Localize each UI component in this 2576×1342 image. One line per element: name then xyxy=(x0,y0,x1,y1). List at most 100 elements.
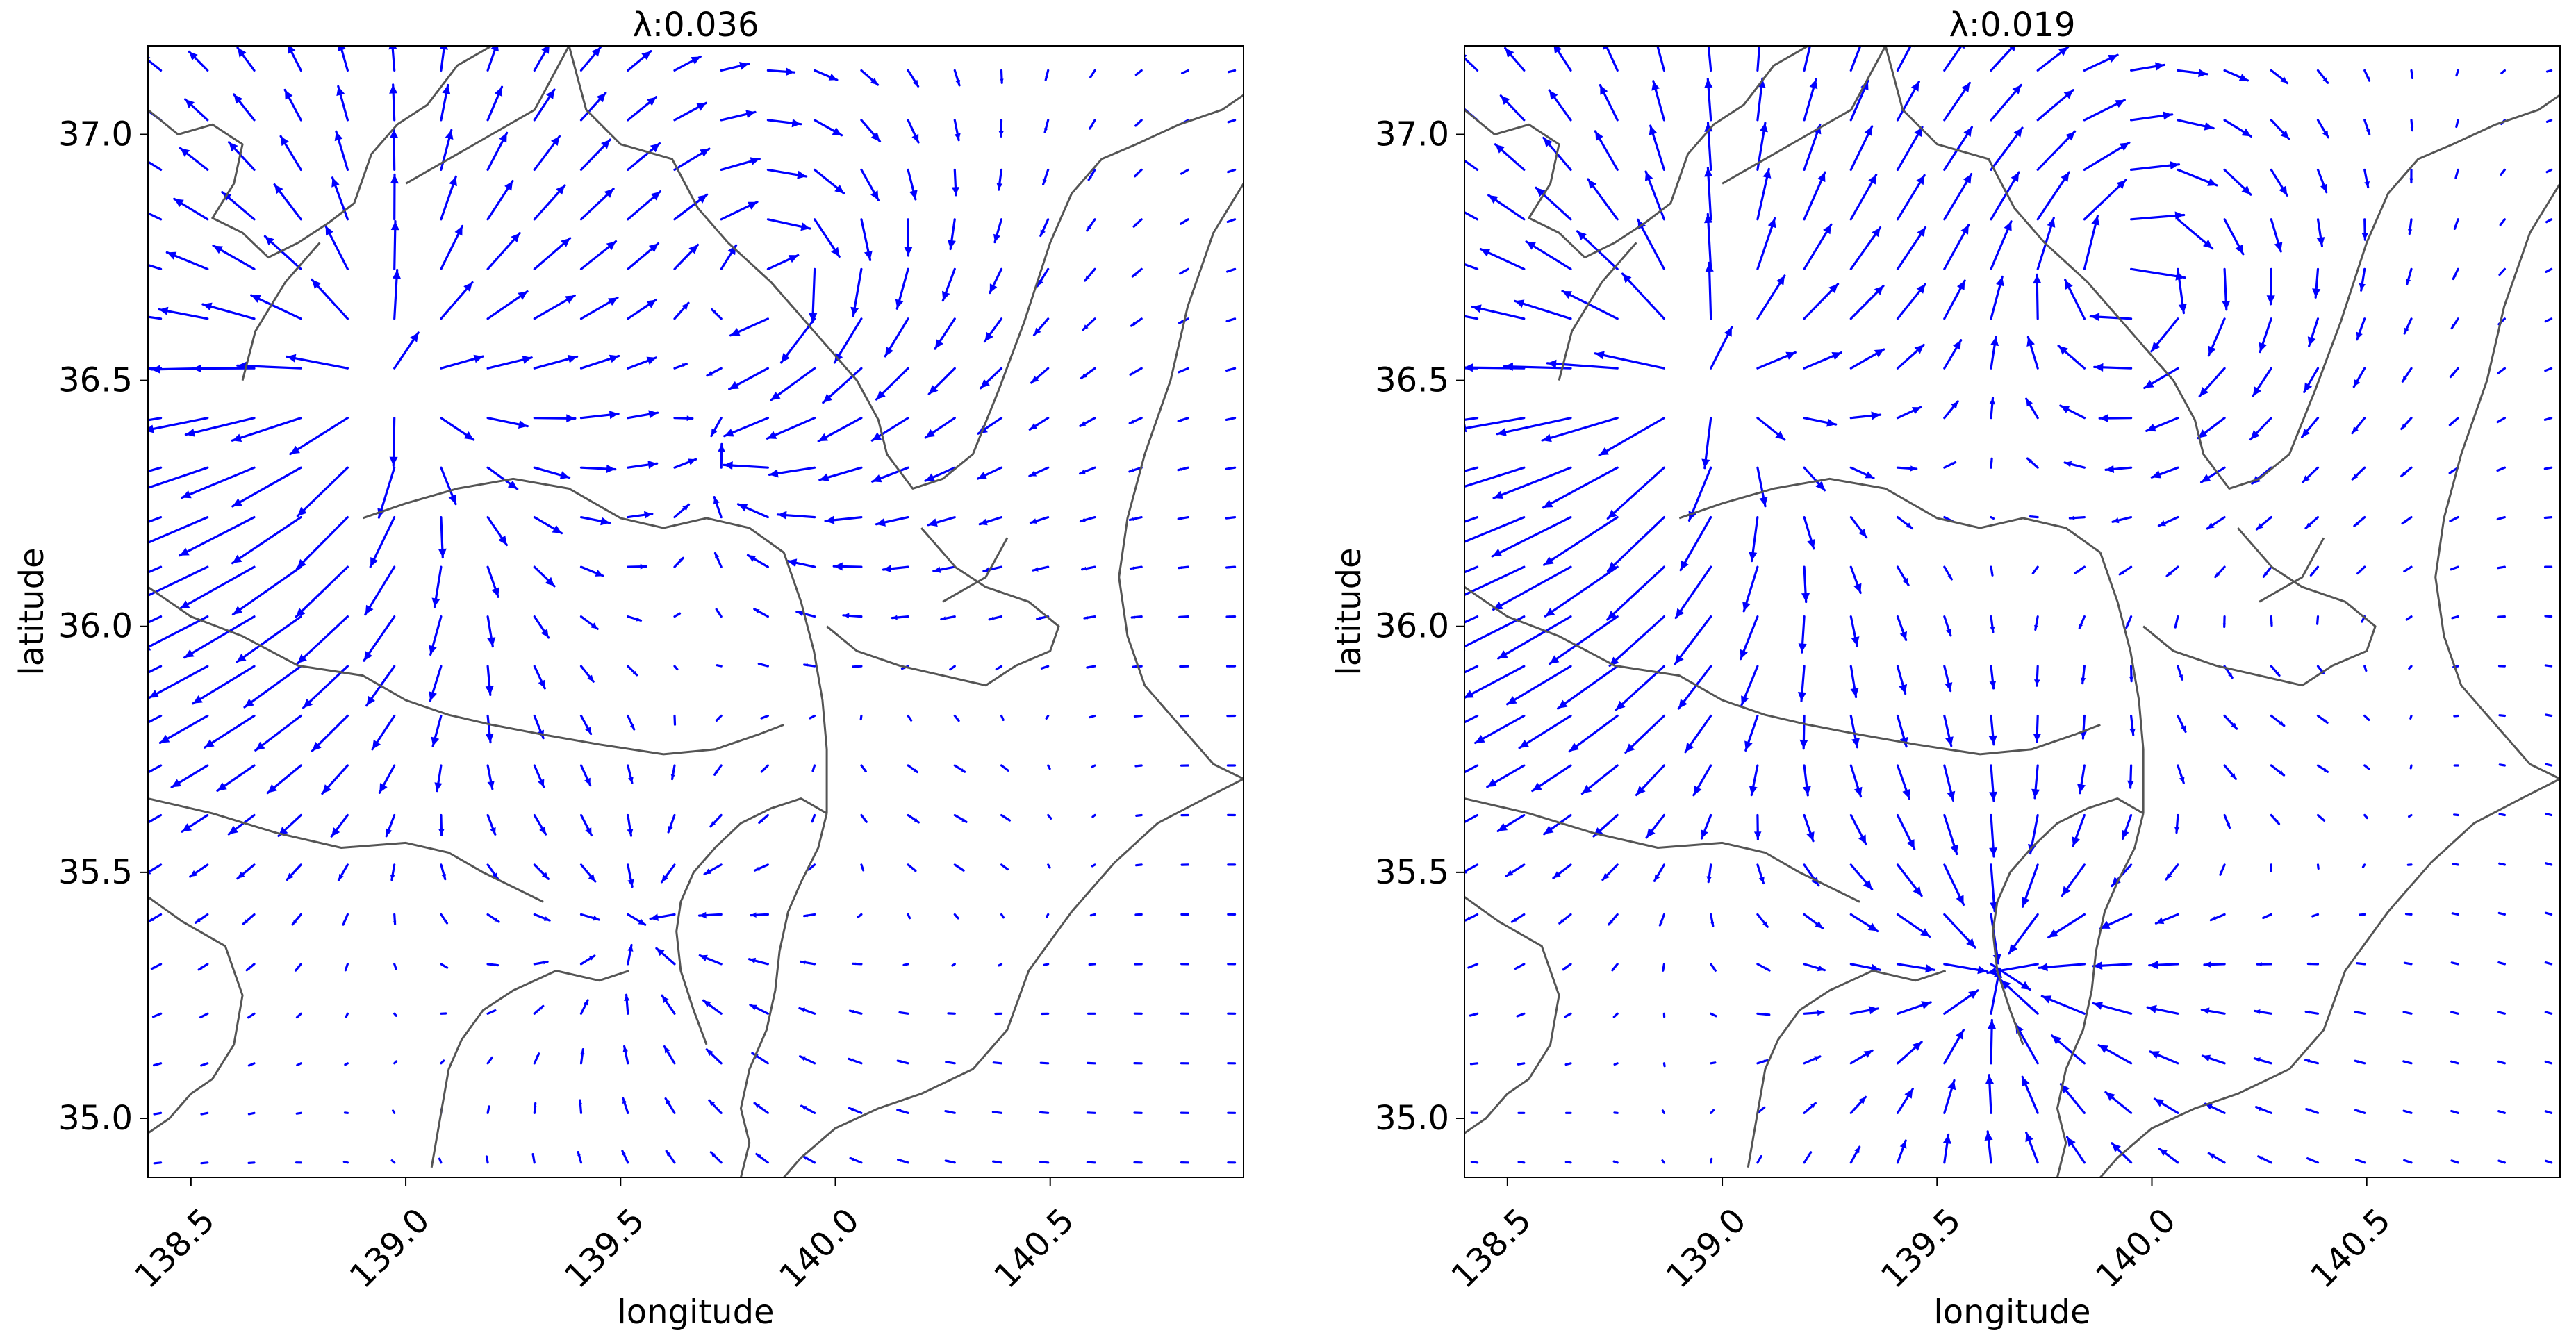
wind-arrow-head xyxy=(1041,666,1044,669)
wind-arrow-head xyxy=(201,1113,204,1115)
wind-arrow xyxy=(1803,515,1815,550)
wind-arrow-head xyxy=(154,1162,157,1164)
wind-arrow-head xyxy=(2500,222,2503,225)
wind-arrow xyxy=(390,128,399,171)
wind-arrow-head xyxy=(911,133,919,142)
wind-arrow-head xyxy=(823,393,833,403)
wind-arrow xyxy=(1896,174,1926,221)
wind-arrow-shaft xyxy=(148,615,209,649)
wind-arrow xyxy=(1613,1111,1619,1114)
wind-arrow xyxy=(728,367,770,390)
wind-arrow-head xyxy=(507,480,518,489)
wind-arrow-head xyxy=(2316,621,2319,624)
wind-arrow xyxy=(2497,1060,2506,1065)
wind-arrow xyxy=(2149,1050,2179,1065)
wind-arrow-shaft xyxy=(2083,179,2127,221)
wind-arrow-head xyxy=(1595,131,1603,141)
wind-arrow-shaft xyxy=(1803,46,1812,72)
wind-arrow xyxy=(1180,69,1190,75)
wind-arrow xyxy=(2154,913,2179,925)
wind-arrow xyxy=(1896,81,1920,122)
wind-arrow-head xyxy=(2363,865,2364,868)
wind-arrow-head xyxy=(1651,81,1660,91)
wind-arrow-shaft xyxy=(148,417,163,422)
wind-arrow-head xyxy=(786,67,795,76)
wind-arrow-head xyxy=(229,142,238,152)
wind-arrow xyxy=(673,301,690,320)
wind-arrow xyxy=(994,1012,1003,1016)
wind-arrow xyxy=(1510,913,1526,923)
wind-arrow xyxy=(197,963,209,971)
wind-arrow xyxy=(579,464,617,473)
wind-arrow-head xyxy=(184,649,195,658)
wind-arrow-head xyxy=(1704,167,1713,177)
wind-arrow-head xyxy=(2254,1057,2261,1063)
wind-arrow-head xyxy=(552,525,562,533)
wind-arrow-head xyxy=(2497,566,2501,569)
wind-arrow xyxy=(2177,119,2215,131)
wind-arrow xyxy=(2401,367,2413,383)
wind-arrow xyxy=(296,466,349,517)
wind-arrow-head xyxy=(1227,270,1230,272)
wind-arrow-shaft xyxy=(192,665,256,705)
wind-arrow-head xyxy=(745,110,755,119)
wind-arrow xyxy=(295,565,349,618)
wind-arrow-head xyxy=(429,691,437,701)
wind-arrow-head xyxy=(290,445,300,454)
wind-arrow-shaft xyxy=(2036,171,2070,221)
wind-arrow xyxy=(1088,963,1096,966)
wind-arrow xyxy=(1226,764,1237,767)
wind-arrow xyxy=(760,764,770,773)
wind-arrow xyxy=(2031,565,2039,575)
wind-arrow-head xyxy=(1577,231,1587,240)
wind-arrow xyxy=(776,511,816,520)
wind-arrow xyxy=(2206,515,2226,530)
wind-arrow-shaft xyxy=(1464,366,1526,370)
wind-arrow-head xyxy=(980,518,988,526)
wind-arrow-head xyxy=(539,826,546,835)
wind-arrow-head xyxy=(151,966,156,969)
wind-arrow-head xyxy=(850,1157,854,1161)
coastline-segment xyxy=(148,46,493,259)
wind-arrow-head xyxy=(2080,677,2086,684)
wind-arrow-head xyxy=(345,968,347,970)
wind-arrow-shaft xyxy=(1464,210,1479,221)
wind-arrow-shaft xyxy=(1464,665,1479,674)
wind-arrow xyxy=(2177,764,2185,784)
wind-arrow-head xyxy=(1608,561,1617,571)
wind-arrow-head xyxy=(1874,285,1883,295)
wind-arrow xyxy=(1091,863,1096,868)
wind-arrow-head xyxy=(703,1000,711,1008)
wind-arrow xyxy=(907,863,917,872)
wind-arrow-head xyxy=(543,960,548,965)
wind-arrow-head xyxy=(297,654,307,663)
wind-arrow-shaft xyxy=(1496,417,1572,436)
wind-arrow-head xyxy=(601,140,611,149)
wind-arrow xyxy=(148,913,163,922)
wind-arrow xyxy=(577,1150,583,1164)
wind-arrow-head xyxy=(2100,920,2111,929)
wind-arrow xyxy=(832,562,863,571)
wind-arrow xyxy=(660,863,676,884)
wind-arrow-head xyxy=(750,912,757,918)
wind-arrow-head xyxy=(1082,566,1087,571)
coastline-segment xyxy=(1464,797,1860,903)
wind-arrow-head xyxy=(2498,1111,2501,1113)
wind-arrow-head xyxy=(804,913,808,918)
wind-arrow-head xyxy=(591,622,598,629)
wind-arrow xyxy=(1464,210,1479,221)
wind-arrow-head xyxy=(232,433,242,442)
wind-arrow xyxy=(953,714,960,722)
coastline-segment xyxy=(2142,527,2377,687)
wind-arrow-head xyxy=(331,827,340,837)
wind-arrow xyxy=(2316,764,2329,773)
wind-arrow-head xyxy=(2113,517,2120,524)
wind-arrow-head xyxy=(494,963,498,967)
wind-arrow xyxy=(245,963,256,972)
wind-arrow xyxy=(343,1111,349,1114)
wind-arrow xyxy=(1134,913,1143,916)
wind-arrow xyxy=(2207,317,2226,357)
wind-arrow xyxy=(1990,46,2016,72)
wind-arrow xyxy=(944,1109,956,1114)
wind-arrow xyxy=(1087,168,1096,181)
